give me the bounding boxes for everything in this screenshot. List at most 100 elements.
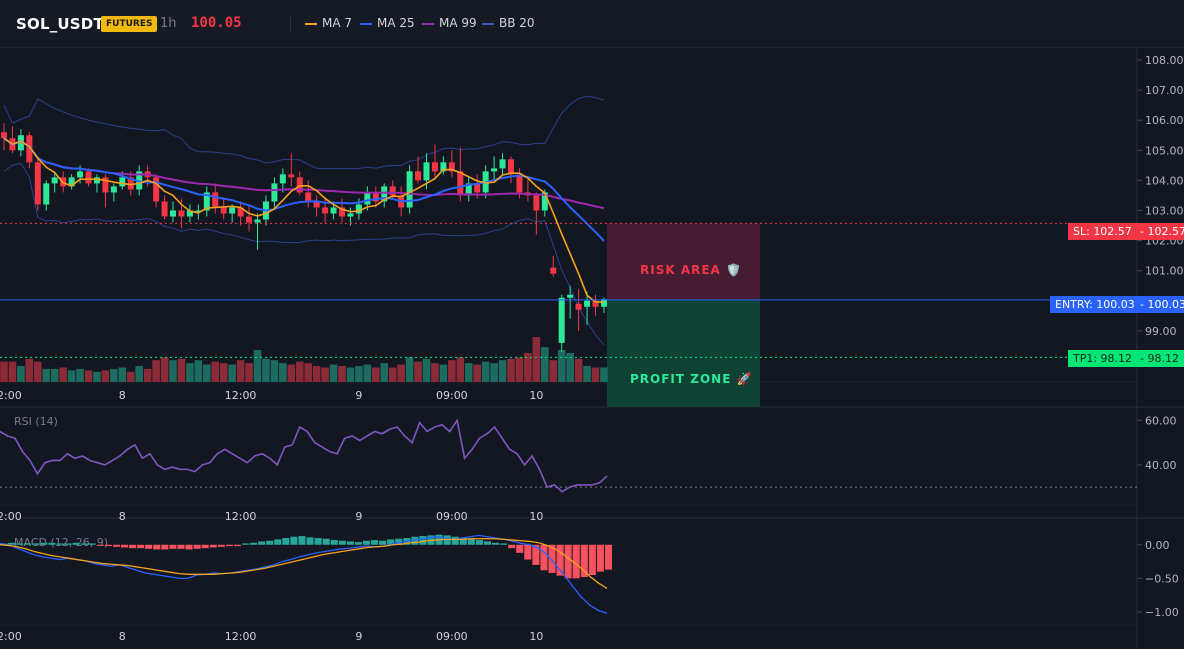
candle-body [305,192,312,202]
time-tick-label: 12:00 [225,389,257,402]
macd-histogram-bar [483,541,492,545]
volume-bar [118,367,127,382]
candle-body [237,207,244,217]
macd-histogram-bar [32,543,40,545]
volume-bar [236,360,245,382]
candle [440,156,447,175]
candle [567,285,574,319]
candle-body [339,207,345,217]
volume-bar [414,361,422,382]
candle-body [77,171,84,178]
volume-bar [59,367,67,382]
ma25-line [3,137,605,242]
bb-lower [3,162,605,346]
time-tick-label: 9 [355,510,362,523]
tp-value: - [1140,352,1148,365]
volume-bar [203,364,211,382]
volume-bar [312,366,321,382]
legend-ma25-swatch [360,22,372,25]
candle-body [457,171,464,196]
time-tick-label: 09:00 [436,630,468,643]
time-tick-label: 09:00 [436,510,468,523]
volume-bar [464,363,473,382]
volume-bar [600,367,608,382]
volume-bar [194,360,203,382]
macd-histogram-bar [362,540,371,545]
volume-bar [431,363,439,382]
volume-bar [253,350,262,382]
legend-bb20[interactable]: BB 20 [482,16,535,30]
macd-histogram-bar [193,544,201,549]
legend-ma99-label: MA 99 [439,16,477,30]
macd-histogram-bar [516,544,524,553]
macd-histogram-bar [56,543,64,545]
candle [246,204,253,232]
candle [170,201,176,223]
volume-bar [67,370,76,382]
candle [68,174,75,190]
chart-header: SOL_USDT FUTURES 1h 100.05 MA 7 MA 25 MA… [0,0,1184,48]
candle-body [389,186,396,196]
candle-body [415,171,422,181]
volume-bar [355,366,363,382]
candle-body [212,192,219,208]
rsi-tick-label: 60.00 [1145,414,1177,427]
timeframe-selector[interactable]: 1h [160,16,177,31]
entry-value-number: 100.03 [1147,298,1184,311]
volume-bar [388,367,397,382]
candle-body [381,186,388,202]
price-tick-label: 108.00 [1145,54,1184,67]
volume-bar [321,367,329,382]
legend-ma99-swatch [422,22,434,25]
candle-body [68,177,75,187]
macd-histogram-bar [282,538,290,545]
legend-ma99[interactable]: MA 99 [422,16,477,30]
macd-histogram-bar [548,544,556,573]
candle-body [34,162,41,205]
candle [508,156,514,184]
last-price: 100.05 [191,15,242,31]
macd-histogram-bar [129,544,137,549]
symbol-name[interactable]: SOL_USDT [16,15,104,33]
macd-histogram-bar [88,543,96,545]
volume-bar [152,360,160,382]
candle-body [51,177,58,184]
macd-histogram-bar [266,540,274,545]
rsi-title: RSI (14) [14,415,58,428]
candle-body [330,207,337,214]
macd-histogram-bar [48,542,56,545]
macd-histogram-bar [209,544,217,548]
legend-ma25[interactable]: MA 25 [360,16,415,30]
candle-body [26,135,33,163]
candle-body [313,201,320,208]
candle [254,213,261,250]
candle-body [347,213,354,217]
price-tick-label: 107.00 [1145,84,1184,97]
volume-bar [160,357,169,382]
macd-histogram-bar [104,544,112,547]
volume-bar [295,361,304,382]
macd-histogram-bar [467,538,475,545]
entry-price-tag: - 100.03 [1135,296,1184,313]
macd-histogram-bar [387,539,395,545]
time-tick-label: 9 [355,389,362,402]
volume-bar [583,366,591,382]
volume-bar [126,371,135,382]
candle [17,129,24,157]
macd-histogram-bar [217,544,225,547]
candle-body [288,174,295,178]
candle [347,207,354,226]
candle [313,195,320,217]
volume-bar [270,360,279,382]
time-tick-label: 09:00 [436,389,468,402]
volume-bar [549,360,558,382]
legend-ma7-label: MA 7 [322,16,353,30]
candle-body [195,210,202,212]
volume-bar [557,350,566,382]
volume-bar [515,357,524,382]
time-tick-label: 8 [119,389,126,402]
candle-body [296,177,303,193]
time-tick-label: 10 [529,630,543,643]
legend-ma7[interactable]: MA 7 [305,16,352,30]
